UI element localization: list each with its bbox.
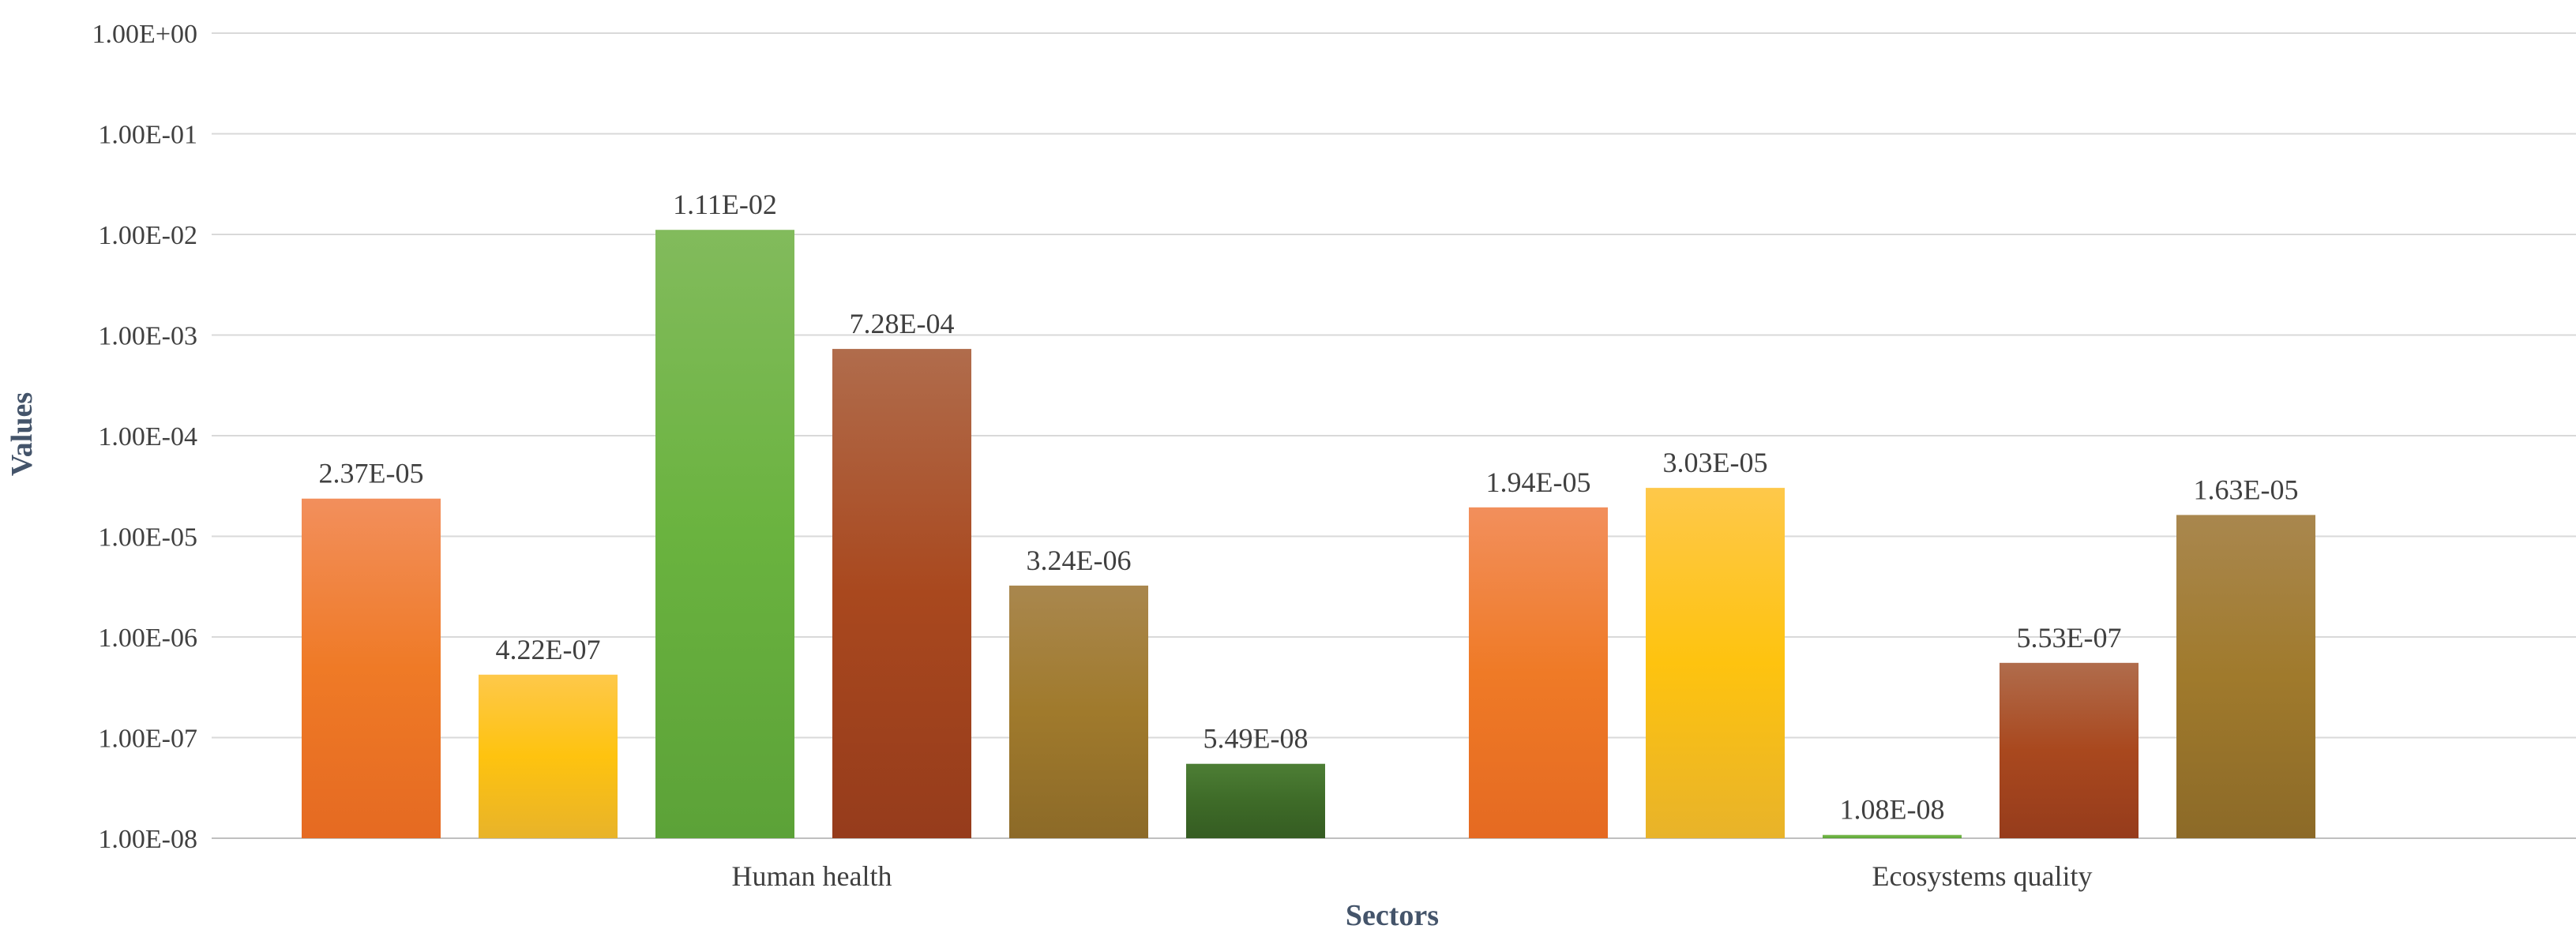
y-tick-label: 1.00E+00 bbox=[92, 20, 197, 49]
data-label: 1.63E-05 bbox=[2194, 474, 2299, 505]
data-label: 1.08E-08 bbox=[1840, 794, 1945, 826]
y-tick-label: 1.00E-07 bbox=[98, 725, 197, 754]
y-axis-tick-labels: 1.00E+00 1.00E-01 1.00E-02 1.00E-03 1.00E-04… bbox=[92, 20, 197, 854]
data-label: 1.94E-05 bbox=[1486, 466, 1591, 498]
category-labels: Human health Ecosystems quality bbox=[732, 860, 2093, 892]
y-tick-label: 1.00E-05 bbox=[98, 523, 197, 553]
data-label: 5.53E-07 bbox=[2017, 622, 2122, 654]
data-label: 1.11E-02 bbox=[673, 189, 777, 220]
bars bbox=[302, 230, 2315, 838]
y-tick-label: 1.00E-01 bbox=[98, 121, 197, 150]
bar bbox=[655, 230, 794, 838]
data-label: 2.37E-05 bbox=[319, 458, 424, 489]
y-tick-label: 1.00E-03 bbox=[98, 322, 197, 351]
data-label: 5.49E-08 bbox=[1204, 723, 1309, 755]
y-tick-label: 1.00E-06 bbox=[98, 624, 197, 653]
bar bbox=[479, 674, 618, 838]
bar bbox=[1009, 585, 1148, 838]
bar bbox=[1823, 834, 1962, 838]
data-label: 3.24E-06 bbox=[1027, 545, 1132, 576]
x-axis-title: Sectors bbox=[1346, 899, 1439, 932]
y-axis-title: Values bbox=[6, 392, 39, 476]
bar bbox=[2176, 515, 2315, 838]
bar bbox=[1186, 763, 1325, 838]
bar bbox=[2000, 662, 2139, 838]
data-labels: 2.37E-05 4.22E-07 1.11E-02 7.28E-04 3.24E-06… bbox=[319, 189, 2299, 826]
y-tick-label: 1.00E-02 bbox=[98, 221, 197, 250]
bar bbox=[1646, 488, 1785, 838]
y-tick-label: 1.00E-08 bbox=[98, 825, 197, 854]
data-label: 7.28E-04 bbox=[850, 308, 955, 339]
y-tick-label: 1.00E-04 bbox=[98, 422, 197, 451]
bar bbox=[302, 498, 441, 838]
bar bbox=[1469, 507, 1608, 838]
gridlines bbox=[212, 32, 2576, 839]
category-label: Human health bbox=[732, 860, 892, 892]
data-label: 3.03E-05 bbox=[1663, 447, 1768, 478]
bar bbox=[832, 349, 971, 838]
data-label: 4.22E-07 bbox=[496, 634, 601, 665]
category-label: Ecosystems quality bbox=[1872, 860, 2093, 892]
